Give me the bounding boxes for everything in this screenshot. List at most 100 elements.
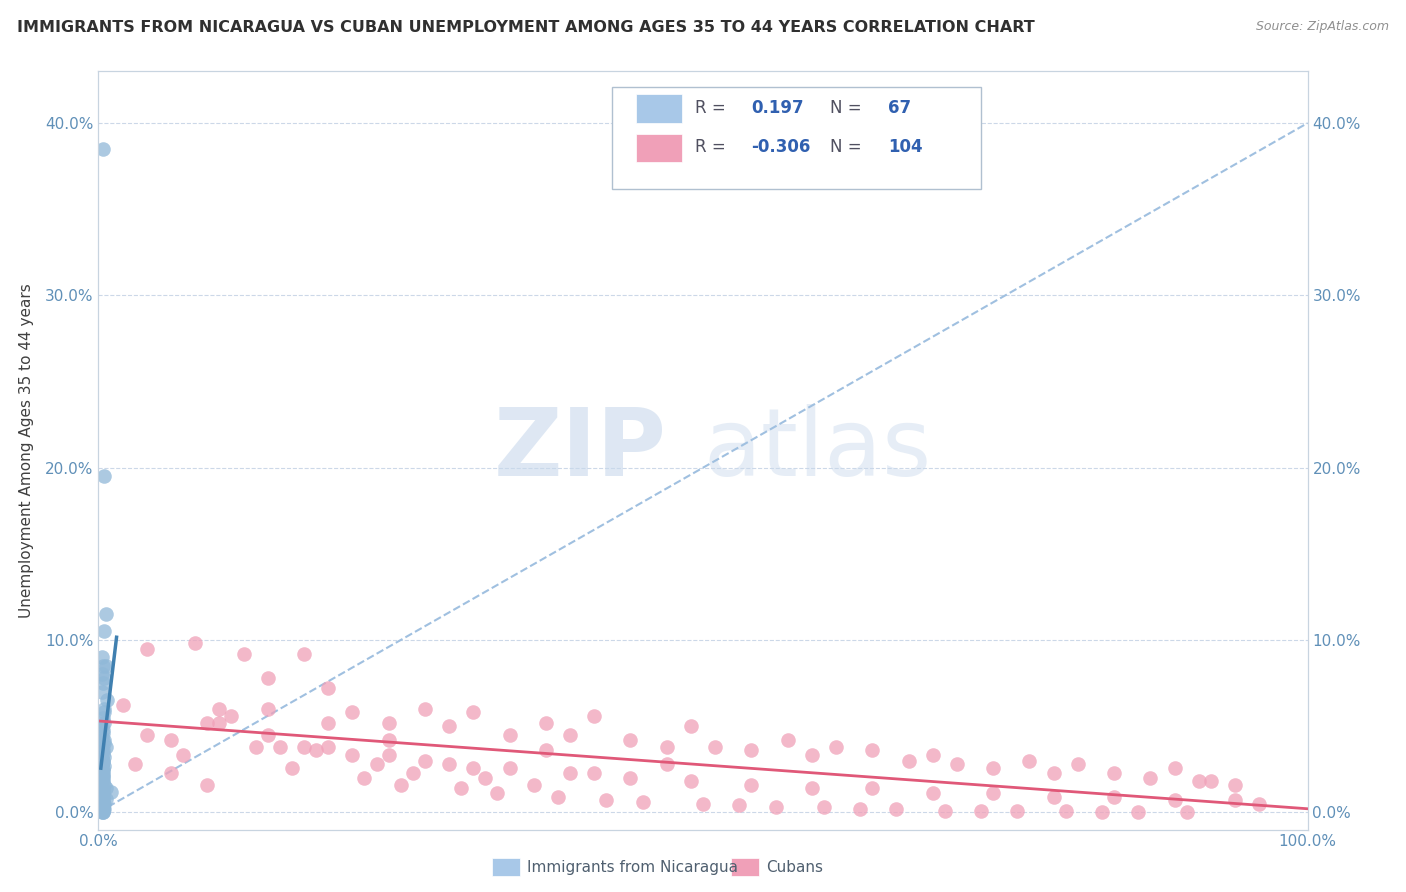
- Point: [377, 733, 399, 747]
- Y-axis label: Unemployment Among Ages 35 to 44 years: Unemployment Among Ages 35 to 44 years: [18, 283, 34, 618]
- Point: [619, 771, 641, 785]
- Point: [91, 667, 114, 681]
- Point: [184, 636, 207, 650]
- Point: [292, 739, 315, 754]
- Point: [91, 786, 114, 800]
- Point: [619, 733, 641, 747]
- Point: [583, 765, 606, 780]
- Text: Immigrants from Nicaragua: Immigrants from Nicaragua: [527, 860, 738, 874]
- Point: [547, 789, 569, 804]
- Point: [583, 708, 606, 723]
- Point: [389, 778, 412, 792]
- Point: [91, 745, 114, 759]
- Point: [160, 765, 183, 780]
- Point: [94, 781, 117, 796]
- Point: [1091, 805, 1114, 820]
- Point: [91, 785, 114, 799]
- Point: [679, 774, 702, 789]
- Point: [91, 676, 114, 690]
- Point: [93, 736, 115, 750]
- Point: [1223, 793, 1246, 807]
- Point: [486, 786, 509, 800]
- Point: [292, 647, 315, 661]
- Point: [93, 469, 115, 483]
- Text: Source: ZipAtlas.com: Source: ZipAtlas.com: [1256, 20, 1389, 33]
- Point: [94, 658, 117, 673]
- Text: 104: 104: [889, 138, 922, 156]
- Point: [981, 760, 1004, 774]
- Point: [316, 681, 339, 696]
- Point: [96, 693, 118, 707]
- Point: [94, 607, 117, 622]
- Point: [269, 739, 291, 754]
- Point: [91, 723, 114, 737]
- Point: [208, 715, 231, 730]
- Point: [195, 715, 218, 730]
- Text: R =: R =: [695, 138, 731, 156]
- Point: [91, 805, 114, 820]
- Point: [195, 778, 218, 792]
- Point: [91, 791, 114, 805]
- Point: [111, 698, 134, 713]
- Point: [91, 795, 114, 809]
- Point: [765, 800, 787, 814]
- Point: [91, 684, 114, 698]
- Point: [1175, 805, 1198, 820]
- Point: [558, 765, 581, 780]
- Text: -0.306: -0.306: [751, 138, 811, 156]
- Point: [1042, 789, 1064, 804]
- Point: [800, 781, 823, 796]
- Point: [353, 771, 375, 785]
- Point: [655, 757, 678, 772]
- Point: [91, 771, 114, 785]
- Point: [498, 728, 520, 742]
- Point: [91, 772, 114, 787]
- Point: [91, 774, 114, 789]
- Point: [463, 706, 485, 720]
- Point: [91, 743, 114, 757]
- Point: [91, 764, 114, 778]
- Point: [921, 748, 943, 763]
- Point: [281, 760, 304, 774]
- Point: [91, 789, 114, 804]
- Point: [221, 708, 243, 723]
- Point: [825, 739, 848, 754]
- Point: [91, 769, 114, 783]
- Point: [402, 765, 425, 780]
- Point: [463, 760, 485, 774]
- Point: [91, 802, 114, 816]
- Point: [1054, 804, 1077, 818]
- Point: [232, 647, 254, 661]
- FancyBboxPatch shape: [613, 87, 981, 189]
- Point: [886, 802, 908, 816]
- Point: [728, 798, 751, 813]
- Text: 0.197: 0.197: [751, 99, 804, 117]
- Point: [172, 748, 194, 763]
- Point: [160, 733, 183, 747]
- Point: [91, 757, 114, 772]
- Point: [631, 795, 654, 809]
- Point: [91, 658, 114, 673]
- Point: [91, 804, 114, 818]
- FancyBboxPatch shape: [637, 95, 682, 123]
- Point: [91, 754, 114, 768]
- Text: R =: R =: [695, 99, 731, 117]
- Point: [1067, 757, 1090, 772]
- Point: [377, 748, 399, 763]
- Point: [93, 759, 115, 773]
- Point: [93, 706, 115, 720]
- Point: [342, 706, 364, 720]
- Point: [679, 719, 702, 733]
- Point: [1249, 797, 1271, 811]
- Point: [849, 802, 872, 816]
- Point: [1163, 760, 1185, 774]
- Point: [316, 739, 339, 754]
- Point: [91, 800, 114, 814]
- Text: N =: N =: [830, 138, 868, 156]
- Point: [523, 778, 546, 792]
- Point: [946, 757, 969, 772]
- Point: [91, 793, 114, 807]
- Point: [534, 743, 557, 757]
- Point: [93, 702, 115, 716]
- Point: [245, 739, 267, 754]
